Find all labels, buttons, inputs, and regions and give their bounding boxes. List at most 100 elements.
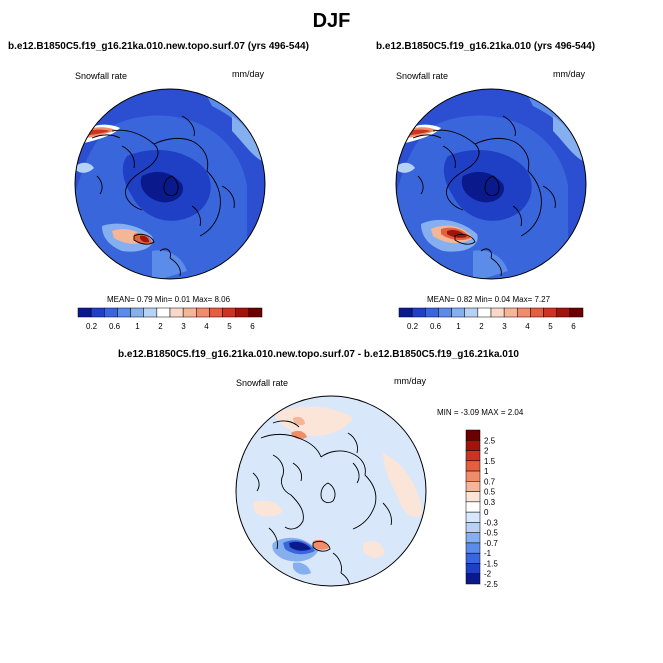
colorbar-swatch: [530, 307, 544, 318]
colorbar-tick-label: 0.5: [484, 488, 496, 497]
colorbar-tick-label: -0.3: [484, 518, 498, 527]
colorbar-swatch: [465, 563, 481, 574]
colorbar-swatch: [451, 307, 465, 318]
colorbar-swatch: [465, 532, 481, 544]
colorbar-swatch: [477, 307, 492, 318]
colorbar-tick-label: 5: [548, 322, 553, 331]
colorbar-tick-label: 1: [484, 467, 489, 476]
colorbar-tick-label: 3: [181, 322, 186, 331]
colorbar-swatch: [465, 491, 481, 503]
colorbar-tick-label: 1: [135, 322, 140, 331]
panel1-variable-label: Snowfall rate: [75, 71, 128, 81]
panel2-polar-map: [395, 88, 587, 280]
panel1-stats: MEAN= 0.79 Min= 0.01 Max= 8.06: [107, 295, 230, 304]
colorbar-tick-label: -1.5: [484, 559, 498, 568]
colorbar-swatch: [556, 307, 571, 318]
colorbar-swatch: [465, 522, 481, 533]
colorbar-tick-label: 2: [479, 322, 484, 331]
main-title: DJF: [312, 10, 351, 32]
panel3-polar-map: [235, 395, 427, 587]
colorbar-tick-label: 0.6: [430, 322, 442, 331]
colorbar-swatch: [398, 307, 413, 318]
colorbar-tick-label: -2: [484, 570, 492, 579]
panel1-mean-value: 0.79: [137, 295, 153, 304]
panel1-max-label: Max=: [192, 295, 213, 304]
colorbar-swatch: [411, 307, 426, 318]
colorbar-tick-label: 3: [502, 322, 507, 331]
colorbar-tick-label: 0: [484, 508, 489, 517]
panel1-units-label: mm/day: [232, 69, 265, 79]
panel2-max-label: Max=: [512, 295, 533, 304]
colorbar-swatch: [465, 481, 481, 492]
panel2-min-label: Min=: [474, 295, 493, 304]
panel1-max-value: 8.06: [214, 295, 231, 304]
colorbar-tick-label: -0.5: [484, 529, 498, 538]
colorbar-swatch: [143, 307, 158, 318]
colorbar-tick-label: 0.2: [407, 322, 419, 331]
colorbar-swatch: [104, 307, 118, 318]
colorbar-tick-label: 2.5: [484, 436, 496, 445]
colorbar-swatch: [209, 307, 223, 318]
colorbar-swatch: [465, 552, 481, 564]
panel1-title: b.e12.B1850C5.f19_g16.21ka.010.new.topo.…: [8, 41, 309, 52]
panel3-min-value: -3.09: [460, 408, 480, 417]
colorbar-swatch: [130, 307, 144, 318]
colorbar-swatch: [465, 440, 481, 451]
panel2-units-label: mm/day: [553, 69, 586, 79]
panel2-min-value: 0.04: [494, 295, 511, 304]
colorbar-tick-label: 4: [525, 322, 530, 331]
colorbar-tick-label: 1: [456, 322, 461, 331]
colorbar-swatch: [517, 307, 531, 318]
panel1-mean-label: MEAN=: [107, 295, 135, 304]
panel1-min-value: 0.01: [174, 295, 191, 304]
panel3-colorbar: 2.5 21.510.7 0.50.30-0.3 -0.5-0.7-1-1.5 -2-2…: [465, 429, 498, 588]
colorbar-swatch: [465, 511, 481, 523]
colorbar-swatch: [465, 542, 481, 554]
colorbar-tick-label: 5: [227, 322, 232, 331]
colorbar-swatch: [465, 460, 481, 472]
colorbar-swatch: [464, 307, 479, 318]
panel1-polar-map: [74, 88, 266, 280]
panel2-colorbar: 0.2 0.6 1 2 3 4 5 6: [398, 307, 584, 331]
colorbar-swatch: [182, 307, 197, 318]
colorbar-tick-label: -2.5: [484, 580, 498, 588]
colorbar-tick-label: 0.7: [484, 477, 496, 486]
colorbar-swatch: [465, 450, 481, 462]
colorbar-tick-label: 0.6: [109, 322, 121, 331]
colorbar-tick-label: 2: [484, 447, 489, 456]
colorbar-swatch: [438, 307, 452, 318]
colorbar-swatch: [465, 470, 481, 482]
colorbar-tick-label: 0.3: [484, 498, 496, 507]
panel3-max-value: 2.04: [507, 408, 524, 417]
colorbar-swatch: [222, 307, 236, 318]
colorbar-swatch: [235, 307, 250, 318]
colorbar-tick-label: 2: [158, 322, 163, 331]
colorbar-tick-label: -0.7: [484, 539, 498, 548]
colorbar-swatch: [77, 307, 92, 318]
panel3-max-label: MAX =: [481, 408, 506, 417]
colorbar-swatch: [465, 573, 481, 585]
colorbar-swatch: [465, 501, 481, 513]
panel2-max-value: 7.27: [534, 295, 551, 304]
panel3-min-label: MIN =: [437, 408, 459, 417]
colorbar-tick-label: -1: [484, 549, 492, 558]
colorbar-swatch: [90, 307, 105, 318]
colorbar-tick-label: 6: [571, 322, 576, 331]
colorbar-swatch: [117, 307, 131, 318]
panel3-title: b.e12.B1850C5.f19_g16.21ka.010.new.topo.…: [118, 349, 519, 360]
colorbar-tick-label: 6: [250, 322, 255, 331]
colorbar-swatch: [156, 307, 171, 318]
colorbar-tick-label: 0.2: [86, 322, 98, 331]
panel2-stats: MEAN= 0.82 Min= 0.04 Max= 7.27: [427, 295, 550, 304]
colorbar-swatch: [169, 307, 184, 318]
panel2-mean-label: MEAN=: [427, 295, 455, 304]
colorbar-swatch: [490, 307, 505, 318]
colorbar-swatch: [196, 307, 210, 318]
panel3-variable-label: Snowfall rate: [236, 378, 289, 388]
colorbar-swatch: [543, 307, 557, 318]
panel3-stats: MIN = -3.09 MAX = 2.04: [437, 408, 523, 417]
colorbar-swatch: [248, 307, 263, 318]
colorbar-swatch: [425, 307, 439, 318]
panel1-colorbar: 0.2 0.6 1 2 3 4 5 6: [77, 307, 263, 331]
panel1-min-label: Min=: [154, 295, 173, 304]
